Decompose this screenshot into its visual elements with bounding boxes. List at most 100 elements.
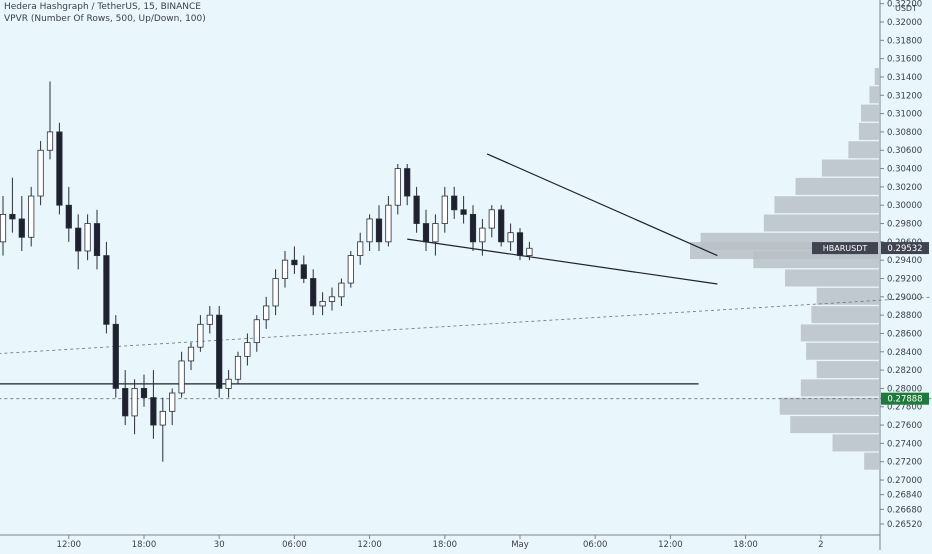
- volume-profile-bar-15: [800, 324, 880, 342]
- candle-body-39: [366, 218, 373, 243]
- falling-wedge-lower-line[interactable]: [407, 238, 718, 285]
- candle-body-43: [404, 168, 411, 197]
- candle-body-31: [291, 259, 298, 266]
- time-tick-label-3: 06:00: [282, 540, 307, 550]
- price-badge-value-0: 0.29532: [887, 244, 922, 254]
- price-tick-label-6: 0.31000: [887, 110, 922, 120]
- candle-body-52: [488, 209, 495, 229]
- price-badge-0: [881, 242, 929, 255]
- candle-body-28: [263, 305, 270, 321]
- candle-body-6: [56, 131, 63, 206]
- volume-profile: [690, 67, 880, 470]
- time-tick-label-8: 12:00: [658, 540, 683, 550]
- price-tick-label-22: 0.27800: [887, 403, 922, 413]
- candle-body-33: [310, 278, 317, 307]
- candle-body-53: [498, 209, 505, 243]
- price-tick-label-10: 0.30200: [887, 183, 922, 193]
- candle-body-48: [451, 195, 458, 211]
- time-axis[interactable]: 12:00 18:00 30 06:00 12:00 18:00 May 06:00 12:00…: [57, 535, 824, 550]
- price-tick-label-9: 0.30400: [887, 165, 922, 175]
- volume-profile-bar-18: [800, 379, 880, 397]
- candle-body-47: [441, 195, 448, 224]
- candle-body-25: [234, 355, 242, 380]
- candle-body-7: [65, 204, 72, 229]
- volume-profile-bar-21: [832, 434, 880, 452]
- candle-body-15: [140, 388, 148, 398]
- time-tick-label-0: 12:00: [57, 540, 82, 550]
- price-tick-label-4: 0.31400: [887, 73, 922, 83]
- price-tick-label-16: 0.29000: [887, 293, 922, 303]
- price-axis[interactable]: 0.32200 0.32000 0.31800 0.31600 0.31400 0.312…: [880, 0, 922, 530]
- candle-body-45: [422, 223, 430, 243]
- price-tick-label-19: 0.28400: [887, 348, 922, 358]
- volume-profile-bar-19: [779, 397, 880, 415]
- volume-profile-bar-16: [806, 342, 880, 360]
- dashed-trend-line[interactable]: [0, 291, 932, 354]
- price-badge-1: [881, 392, 929, 405]
- symbol-legend[interactable]: Hedera Hashgraph / TetherUS, 15, BINANCE: [4, 2, 201, 12]
- candle-body-37: [347, 255, 354, 284]
- candle-body-32: [300, 264, 307, 279]
- price-tick-label-11: 0.30000: [887, 201, 922, 211]
- candle-body-4: [37, 149, 44, 197]
- time-tick-label-9: 18:00: [733, 540, 758, 550]
- candle-body-54: [507, 232, 514, 243]
- candle-body-0: [0, 213, 7, 243]
- candle-body-44: [413, 195, 420, 224]
- time-tick-label-4: 12:00: [357, 540, 382, 550]
- volume-profile-bar-6: [795, 177, 880, 195]
- candle-body-51: [479, 227, 486, 243]
- price-tick-label-7: 0.30800: [887, 128, 922, 138]
- symbol-badge: [812, 242, 878, 255]
- price-tick-label-17: 0.28800: [887, 311, 922, 321]
- candle-body-2: [18, 218, 25, 238]
- candle-body-11: [103, 255, 110, 325]
- volume-profile-bar-5: [821, 159, 880, 177]
- candle-body-30: [281, 259, 289, 279]
- candle-body-38: [357, 241, 364, 256]
- volume-profile-bar-11: [753, 251, 880, 269]
- volume-profile-bar-12: [785, 269, 880, 287]
- candle-body-24: [225, 378, 232, 389]
- candle-body-1: [9, 213, 16, 220]
- candle-body-9: [84, 223, 91, 252]
- candle-body-46: [432, 223, 439, 243]
- volume-profile-bar-13: [816, 287, 880, 305]
- price-tick-label-12: 0.29800: [887, 220, 922, 230]
- price-tick-label-26: 0.27000: [887, 476, 922, 486]
- plot-background: [0, 0, 880, 535]
- falling-wedge-upper-line[interactable]: [486, 153, 718, 257]
- price-badge-value-1: 0.27888: [887, 395, 922, 405]
- candle-body-35: [328, 296, 336, 302]
- candlestick-series: [0, 81, 533, 462]
- price-tick-label-3: 0.31600: [887, 55, 922, 65]
- price-tick-label-28: 0.26680: [887, 505, 922, 515]
- volume-profile-bar-22: [864, 452, 880, 470]
- price-axis-background: [880, 0, 932, 550]
- candle-body-12: [112, 323, 119, 389]
- volume-profile-bar-14: [811, 306, 880, 324]
- candle-body-8: [75, 227, 82, 252]
- candle-body-29: [272, 278, 279, 307]
- price-tick-label-25: 0.27200: [887, 458, 922, 468]
- price-tick-label-23: 0.27600: [887, 421, 922, 431]
- volume-profile-bar-17: [816, 361, 880, 379]
- price-tick-label-24: 0.27400: [887, 439, 922, 449]
- candle-body-27: [253, 319, 260, 344]
- price-tick-label-27: 0.26840: [887, 491, 922, 501]
- volume-profile-bar-8: [763, 214, 880, 232]
- candle-body-19: [178, 360, 185, 394]
- indicator-legend[interactable]: VPVR (Number Of Rows, 500, Up/Down, 100): [4, 14, 206, 24]
- time-axis-background: [0, 535, 932, 550]
- time-tick-label-7: 06:00: [583, 540, 608, 550]
- price-tick-label-0: 0.32200: [887, 0, 922, 10]
- candle-body-42: [394, 168, 401, 206]
- volume-profile-bar-0: [874, 67, 880, 85]
- candle-body-18: [169, 392, 176, 412]
- candle-body-40: [375, 218, 383, 243]
- candle-body-21: [197, 323, 204, 348]
- candle-body-23: [216, 314, 223, 389]
- candle-body-13: [122, 388, 129, 417]
